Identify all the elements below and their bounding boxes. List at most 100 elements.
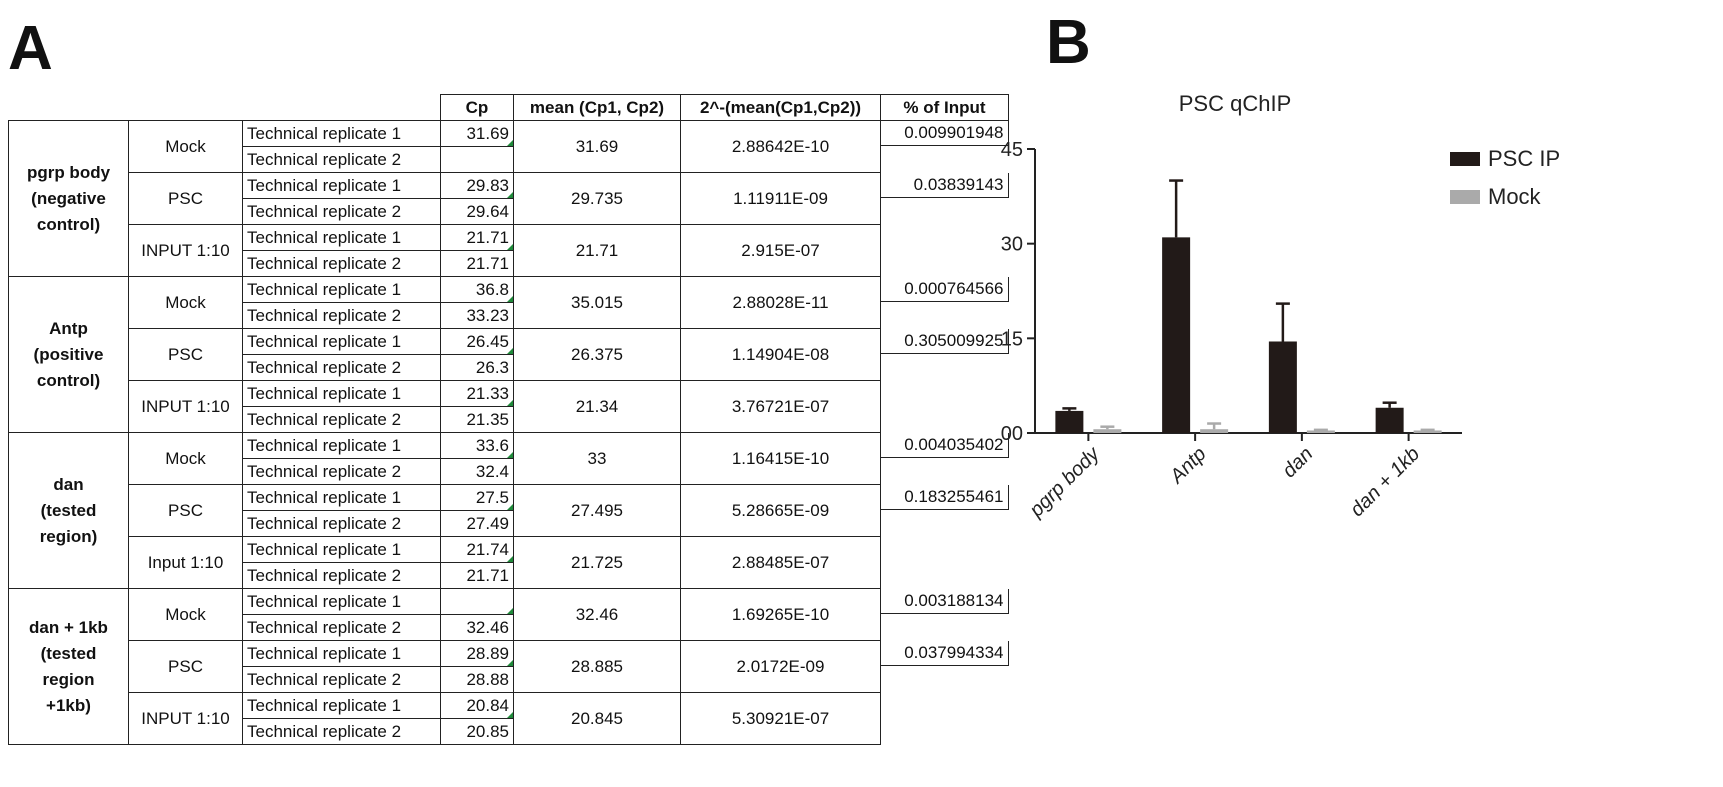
pow-value: 2.88028E-11 [680,276,881,329]
cp-value: 21.71 [440,562,514,589]
condition-label: PSC [128,484,243,537]
bar-mock [1093,429,1122,433]
cp-value: 27.49 [440,510,514,537]
column-header: Cp [440,94,514,121]
percent-input-cell [880,380,1009,433]
table-row: pgrp body (negative control) Mock Technica… [8,120,1009,277]
table-row: Technical replicate 2 32.46 [9,614,1009,641]
table-row: Technical replicate 2 33.23 [9,302,1009,329]
cp-value: 29.83 [440,172,514,199]
table-row: Technical replicate 2 21.71 [9,562,1009,589]
cp-value [440,588,514,615]
percent-input-value: 0.000764566 [881,276,1009,302]
replicate-label: Technical replicate 2 [242,718,441,745]
x-category-label: dan + 1kb [1346,443,1424,521]
replicate-label: Technical replicate 2 [242,562,441,589]
header-spacer [129,95,243,121]
pow-value: 2.915E-07 [680,224,881,277]
percent-input-value: 0.305009925 [881,328,1009,354]
target-label: dan + 1kb (tested region +1kb) [8,588,129,745]
mean-value: 31.69 [513,120,681,173]
bar-psc-ip [1375,407,1404,433]
percent-input-cell: 0.037994334 [880,640,1009,693]
cp-value: 28.89 [440,640,514,667]
mean-value: 33 [513,432,681,485]
x-category-label: Antp [1165,443,1210,488]
y-tick-label: 0.45 [1000,139,1023,161]
table-row: PSC Technical replicate 1 28.89 28.885 2.017… [9,640,1009,693]
replicate-label: Technical replicate 1 [242,640,441,667]
panel-b-label: B [1046,8,1091,77]
cp-value: 26.45 [440,328,514,355]
condition-label: PSC [128,172,243,225]
x-category-label: pgrp body [1025,442,1105,522]
percent-input-cell: 0.305009925 [880,328,1009,381]
replicate-label: Technical replicate 1 [242,432,441,459]
percent-input-cell: 0.004035402 [880,432,1009,485]
table-header-row: Cp mean (Cp1, Cp2) 2^-(mean(Cp1,Cp2))% of … [9,94,1009,121]
replicate-label: Technical replicate 2 [242,614,441,641]
cp-value [440,146,514,173]
mean-value: 20.845 [513,692,681,745]
replicate-label: Technical replicate 2 [242,666,441,693]
pow-value: 1.11911E-09 [680,172,881,225]
mean-value: 21.725 [513,536,681,589]
column-header: % of Input [880,94,1009,121]
mean-value: 32.46 [513,588,681,641]
replicate-label: Technical replicate 2 [242,198,441,225]
mean-value: 35.015 [513,276,681,329]
table-row: Antp (positive control) Mock Technical rep… [8,276,1009,433]
replicate-label: Technical replicate 1 [242,172,441,199]
header-spacer [9,95,129,121]
replicate-label: Technical replicate 2 [242,406,441,433]
table-row: Input 1:10 Technical replicate 1 21.74 21.7… [9,536,1009,589]
cp-value: 33.23 [440,302,514,329]
percent-input-value: 0.004035402 [881,432,1009,458]
qchip-data-table: Cp mean (Cp1, Cp2) 2^-(mean(Cp1,Cp2))% of … [8,94,1009,745]
pow-value: 1.16415E-10 [680,432,881,485]
cp-value: 32.4 [440,458,514,485]
condition-label: PSC [128,640,243,693]
pow-value: 5.28665E-09 [680,484,881,537]
cp-value: 33.6 [440,432,514,459]
table-row: Technical replicate 2 21.35 [9,406,1009,433]
bar-mock [1413,430,1442,433]
cp-value: 26.3 [440,354,514,381]
percent-input-cell [880,692,1009,745]
y-tick-label: 0.00 [1000,423,1023,445]
x-category-label: dan [1278,443,1317,482]
bar-mock [1200,429,1229,433]
condition-label: Mock [128,588,243,641]
pow-value: 3.76721E-07 [680,380,881,433]
table-row: PSC Technical replicate 1 26.45 26.375 1.149… [9,328,1009,381]
cp-value: 31.69 [440,120,514,147]
pow-value: 2.88485E-07 [680,536,881,589]
mean-value: 21.34 [513,380,681,433]
table-row: PSC Technical replicate 1 29.83 29.735 1.119… [9,172,1009,225]
bar-psc-ip [1055,410,1084,433]
y-tick-label: 0.15 [1000,328,1023,350]
table-row: Technical replicate 2 21.71 [9,250,1009,277]
cp-value: 21.74 [440,536,514,563]
cp-value: 32.46 [440,614,514,641]
percent-input-value: 0.003188134 [881,588,1009,614]
table-row: Technical replicate 2 26.3 [9,354,1009,381]
table-row: dan (tested region) Mock Technical replica… [8,432,1009,589]
bar-mock [1306,430,1335,433]
replicate-label: Technical replicate 1 [242,536,441,563]
replicate-label: Technical replicate 2 [242,510,441,537]
percent-input-cell: 0.009901948 [880,120,1009,173]
replicate-label: Technical replicate 1 [242,380,441,407]
condition-label: INPUT 1:10 [128,692,243,745]
cp-value: 20.85 [440,718,514,745]
percent-input-cell [880,224,1009,277]
replicate-label: Technical replicate 1 [242,692,441,719]
mean-value: 21.71 [513,224,681,277]
table-row: Technical replicate 2 27.49 [9,510,1009,537]
replicate-label: Technical replicate 2 [242,354,441,381]
condition-label: INPUT 1:10 [128,380,243,433]
percent-input-cell: 0.183255461 [880,484,1009,537]
cp-value: 27.5 [440,484,514,511]
target-label: Antp (positive control) [8,276,129,433]
